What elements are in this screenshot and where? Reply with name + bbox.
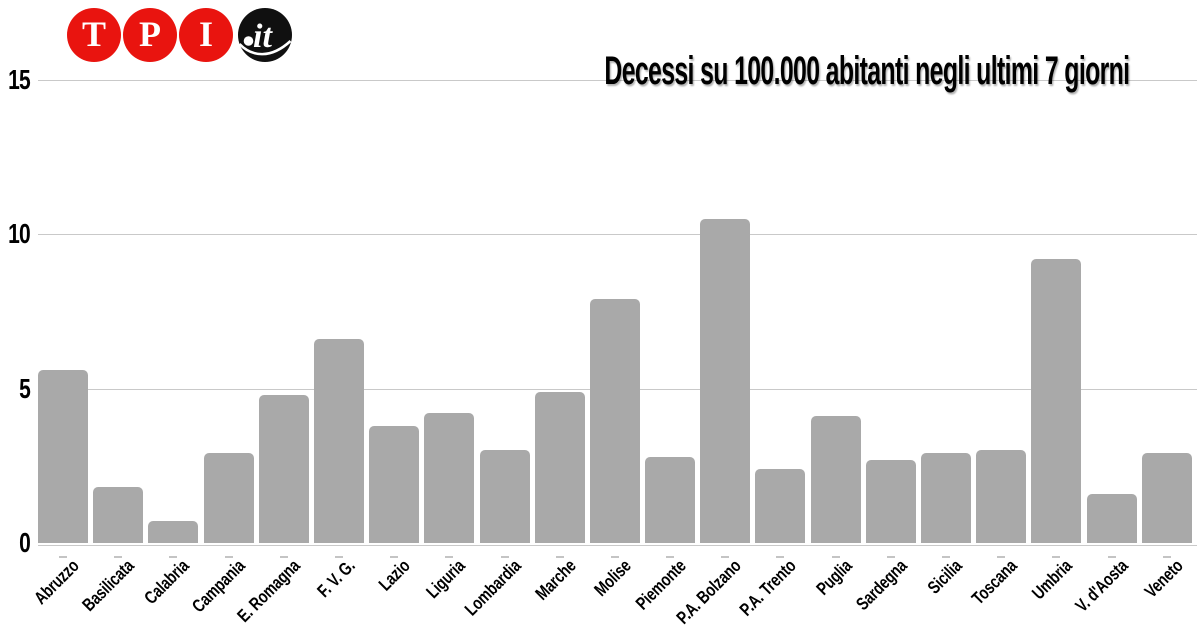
bar-campania [203, 453, 254, 543]
bar-basilicata [93, 487, 144, 543]
x-tick-lazio [390, 556, 399, 558]
gridline-10 [38, 234, 1197, 236]
y-tick-label-5: 5 [19, 372, 31, 404]
bar-lazio [369, 425, 420, 543]
bar-liguria [424, 413, 475, 543]
x-tick-molise [610, 556, 619, 558]
bar-lombardia [479, 450, 530, 543]
logo-letter-i: I [198, 13, 213, 54]
bar-f-v-g [313, 339, 364, 543]
bar-puglia [810, 416, 861, 543]
x-axis-line [38, 545, 1197, 546]
y-tick-label-15: 15 [8, 64, 31, 95]
logo-letter-t: T [81, 13, 106, 54]
x-tick-e-romagna [279, 556, 288, 558]
x-tick-abruzzo [59, 556, 67, 558]
bar-veneto [1141, 453, 1192, 543]
logo-it-badge-icon: it [238, 8, 292, 62]
y-tick-label-0: 0 [19, 527, 31, 558]
bar-calabria [148, 521, 199, 543]
x-tick-liguria [445, 556, 454, 558]
x-tick-sicilia [942, 556, 951, 558]
x-tick-sardegna [886, 556, 895, 558]
bar-p-a-bolzano [700, 218, 751, 543]
x-tick-piemonte [666, 556, 675, 558]
x-tick-basilicata [114, 556, 123, 558]
y-tick-label-10: 10 [8, 218, 31, 250]
x-tick-puglia [831, 556, 840, 558]
x-tick-f-v-g [334, 556, 343, 558]
bar-e-romagna [258, 394, 309, 543]
it-text: it [253, 18, 273, 55]
bar-sicilia [921, 453, 972, 543]
bar-umbria [1031, 259, 1082, 543]
bar-v-d-aosta [1086, 493, 1137, 543]
bar-marche [534, 391, 585, 543]
x-tick-lombardia [500, 556, 509, 558]
x-tick-umbria [1052, 556, 1061, 558]
bar-sardegna [865, 459, 916, 543]
bar-p-a-trento [755, 468, 806, 543]
logo-circle-p: P [123, 8, 177, 62]
x-tick-campania [224, 556, 233, 558]
x-tick-marche [555, 556, 564, 558]
logo-letter-p: P [139, 13, 161, 54]
x-tick-p-a-bolzano [721, 556, 730, 558]
bar-toscana [976, 450, 1027, 543]
chart-title: Decessi su 100.000 abitanti negli ultimi… [604, 48, 1130, 93]
x-tick-toscana [997, 556, 1006, 558]
it-swoosh [238, 40, 292, 56]
x-tick-calabria [169, 556, 178, 558]
x-tick-v-d-aosta [1107, 556, 1116, 558]
bar-abruzzo [38, 370, 88, 543]
x-tick-veneto [1162, 556, 1171, 558]
tpi-logo: T P I it [67, 8, 292, 62]
it-dot [243, 36, 254, 46]
gridline-15 [38, 80, 1197, 81]
bar-molise [589, 299, 640, 543]
logo-circle-i: I [179, 8, 233, 62]
x-tick-p-a-trento [776, 556, 785, 558]
bar-piemonte [645, 456, 696, 543]
logo-circle-t: T [67, 8, 121, 62]
